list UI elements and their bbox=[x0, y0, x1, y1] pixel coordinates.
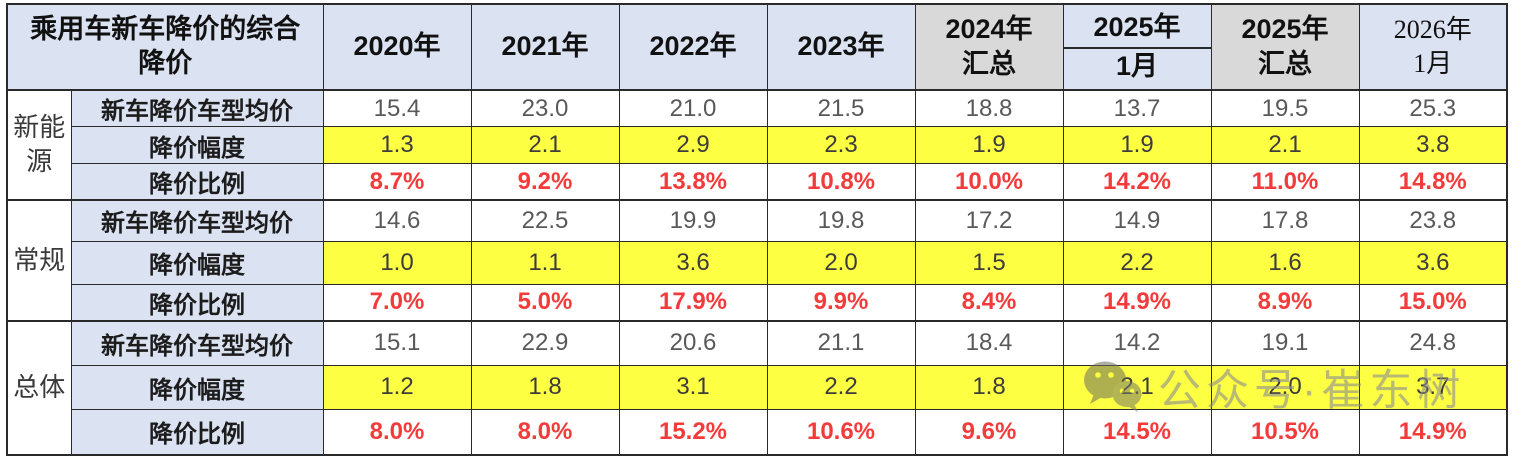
table-cell: 13.8% bbox=[618, 163, 768, 201]
table-cell: 17.9% bbox=[618, 283, 768, 322]
table-cell: 19.8 bbox=[766, 199, 916, 242]
table-cell: 2.1 bbox=[1062, 364, 1212, 410]
column-header-2025-total: 2025年 汇总 bbox=[1210, 3, 1360, 91]
table-cell: 25.3 bbox=[1358, 89, 1508, 127]
table-cell: 3.6 bbox=[618, 240, 768, 285]
table-cell: 11.0% bbox=[1210, 163, 1360, 201]
table-cell: 21.5 bbox=[766, 89, 916, 127]
table-cell: 8.7% bbox=[322, 163, 472, 201]
column-header-2024-total: 2024年 汇总 bbox=[914, 3, 1064, 91]
row-label: 新车降价车型均价 bbox=[70, 320, 324, 366]
table-cell: 10.0% bbox=[914, 163, 1064, 201]
group-label-overall: 总体 bbox=[6, 320, 72, 456]
column-header-2022: 2022年 bbox=[618, 3, 768, 91]
row-label: 降价比例 bbox=[70, 408, 324, 456]
table-cell: 24.8 bbox=[1358, 320, 1508, 366]
table-cell: 1.0 bbox=[322, 240, 472, 285]
table-cell: 2.9 bbox=[618, 126, 768, 164]
table-cell: 20.6 bbox=[618, 320, 768, 366]
table-cell: 2.2 bbox=[766, 364, 916, 410]
table-cell: 2.3 bbox=[766, 126, 916, 164]
price-reduction-table: 乘用车新车降价的综合降价 2020年 2021年 2022年 2023年 202… bbox=[6, 3, 1508, 456]
table-cell: 18.4 bbox=[914, 320, 1064, 366]
table-cell: 2.1 bbox=[1210, 126, 1360, 164]
table-cell: 17.8 bbox=[1210, 199, 1360, 242]
group-label-nev: 新能源 bbox=[6, 89, 72, 201]
table-cell: 8.9% bbox=[1210, 283, 1360, 322]
table-cell: 14.8% bbox=[1358, 163, 1508, 201]
column-header-2025-jan: 2025年 1月 bbox=[1062, 3, 1212, 91]
table-cell: 17.2 bbox=[914, 199, 1064, 242]
group-label-conventional: 常规 bbox=[6, 199, 72, 322]
row-label: 新车降价车型均价 bbox=[70, 199, 324, 242]
table-cell: 8.0% bbox=[470, 408, 620, 456]
table-cell: 2.0 bbox=[766, 240, 916, 285]
table-cell: 14.9 bbox=[1062, 199, 1212, 242]
table-cell: 1.3 bbox=[322, 126, 472, 164]
row-label: 降价幅度 bbox=[70, 364, 324, 410]
table-cell: 8.0% bbox=[322, 408, 472, 456]
table-cell: 2.0 bbox=[1210, 364, 1360, 410]
row-label: 新车降价车型均价 bbox=[70, 89, 324, 127]
table-cell: 14.5% bbox=[1062, 408, 1212, 456]
column-header-2021: 2021年 bbox=[470, 3, 620, 91]
table-cell: 15.0% bbox=[1358, 283, 1508, 322]
table-cell: 19.1 bbox=[1210, 320, 1360, 366]
table-cell: 5.0% bbox=[470, 283, 620, 322]
column-header-2020: 2020年 bbox=[322, 3, 472, 91]
table-cell: 9.6% bbox=[914, 408, 1064, 456]
table-cell: 3.6 bbox=[1358, 240, 1508, 285]
table-cell: 21.0 bbox=[618, 89, 768, 127]
table-cell: 19.9 bbox=[618, 199, 768, 242]
table-cell: 10.6% bbox=[766, 408, 916, 456]
table-cell: 22.5 bbox=[470, 199, 620, 242]
table-cell: 21.1 bbox=[766, 320, 916, 366]
table-cell: 1.9 bbox=[1062, 126, 1212, 164]
table-cell: 19.5 bbox=[1210, 89, 1360, 127]
table-cell: 10.5% bbox=[1210, 408, 1360, 456]
table-cell: 9.9% bbox=[766, 283, 916, 322]
table-cell: 14.6 bbox=[322, 199, 472, 242]
table-cell: 1.8 bbox=[914, 364, 1064, 410]
table-cell: 22.9 bbox=[470, 320, 620, 366]
row-label: 降价幅度 bbox=[70, 240, 324, 285]
table-cell: 15.1 bbox=[322, 320, 472, 366]
table-cell: 10.8% bbox=[766, 163, 916, 201]
table-cell: 3.7 bbox=[1358, 364, 1508, 410]
table-cell: 1.8 bbox=[470, 364, 620, 410]
table-cell: 1.9 bbox=[914, 126, 1064, 164]
table-cell: 15.4 bbox=[322, 89, 472, 127]
table-cell: 13.7 bbox=[1062, 89, 1212, 127]
table-cell: 1.6 bbox=[1210, 240, 1360, 285]
row-label: 降价幅度 bbox=[70, 126, 324, 164]
table-cell: 14.2% bbox=[1062, 163, 1212, 201]
table-cell: 14.9% bbox=[1358, 408, 1508, 456]
table-title: 乘用车新车降价的综合降价 bbox=[6, 3, 324, 91]
table-cell: 2.2 bbox=[1062, 240, 1212, 285]
row-label: 降价比例 bbox=[70, 283, 324, 322]
table-cell: 9.2% bbox=[470, 163, 620, 201]
table-cell: 2.1 bbox=[470, 126, 620, 164]
table-cell: 1.2 bbox=[322, 364, 472, 410]
table-cell: 3.1 bbox=[618, 364, 768, 410]
column-header-2023: 2023年 bbox=[766, 3, 916, 91]
table-cell: 14.9% bbox=[1062, 283, 1212, 322]
table-cell: 15.2% bbox=[618, 408, 768, 456]
table-cell: 23.8 bbox=[1358, 199, 1508, 242]
table-cell: 23.0 bbox=[470, 89, 620, 127]
table-cell: 3.8 bbox=[1358, 126, 1508, 164]
row-label: 降价比例 bbox=[70, 163, 324, 201]
table-cell: 1.1 bbox=[470, 240, 620, 285]
table-cell: 1.5 bbox=[914, 240, 1064, 285]
table-cell: 7.0% bbox=[322, 283, 472, 322]
table-cell: 14.2 bbox=[1062, 320, 1212, 366]
table-cell: 18.8 bbox=[914, 89, 1064, 127]
table-cell: 8.4% bbox=[914, 283, 1064, 322]
column-header-2026-jan: 2026年 1月 bbox=[1358, 3, 1508, 91]
